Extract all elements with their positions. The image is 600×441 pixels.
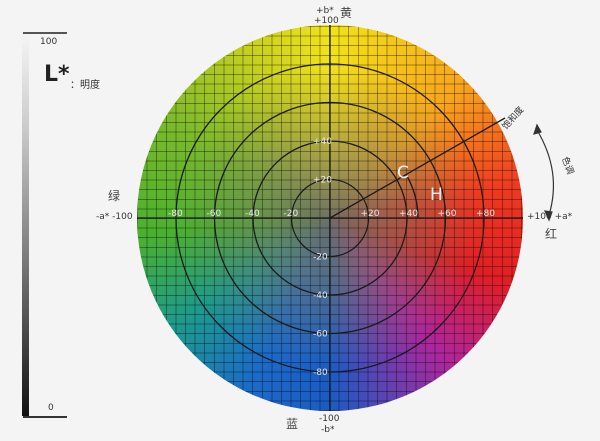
- a-tick-label: +20: [361, 209, 380, 219]
- hue-label: H: [430, 185, 443, 205]
- a-tick-label: +80: [476, 209, 495, 219]
- red-label: 红: [545, 226, 557, 241]
- l-scale-bottom-line: [23, 416, 67, 418]
- a-plus-label: +100 +a*: [527, 212, 573, 222]
- chroma-label: C: [397, 163, 409, 183]
- b-minus-label: -b*: [321, 425, 335, 435]
- a-tick-label: -80: [168, 209, 183, 219]
- lightness-name: ：明度: [70, 80, 100, 91]
- lightness-scale-bar: [22, 36, 29, 416]
- saturation-label: 饱和度: [499, 104, 526, 132]
- b-tick-label: -40: [313, 291, 328, 301]
- a-tick-label: -20: [284, 209, 299, 219]
- b-plus-value: +100: [314, 16, 339, 26]
- b-tick-label: +40: [313, 137, 332, 147]
- a-tick-label: -60: [207, 209, 222, 219]
- l-min-label: 0: [48, 403, 54, 413]
- a-minus-label: -a* -100: [96, 212, 133, 222]
- l-star-symbol: L*: [44, 62, 70, 87]
- b-tick-label: +20: [313, 176, 332, 186]
- arrow-up-icon: [533, 123, 542, 135]
- chroma-line: [329, 117, 506, 219]
- l-max-label: 100: [40, 37, 58, 47]
- b-minus-value: -100: [319, 414, 340, 424]
- hue-cn-label: 色调: [559, 155, 576, 176]
- a-tick-label: -40: [245, 209, 260, 219]
- arrow-down-icon: [544, 210, 553, 222]
- blue-label: 蓝: [286, 417, 298, 431]
- a-tick-label: +40: [399, 209, 418, 219]
- hue-arrow-curve: [536, 129, 554, 216]
- yellow-label: 黄: [340, 6, 352, 20]
- green-label: 绿: [108, 188, 120, 203]
- b-tick-label: -60: [313, 330, 328, 340]
- a-tick-label: +60: [438, 209, 457, 219]
- b-tick-label: -80: [313, 368, 328, 378]
- b-plus-label: +b*: [316, 6, 334, 16]
- l-scale-top-line: [23, 32, 67, 34]
- b-tick-label: -20: [313, 253, 328, 263]
- hue-arc: [406, 175, 419, 219]
